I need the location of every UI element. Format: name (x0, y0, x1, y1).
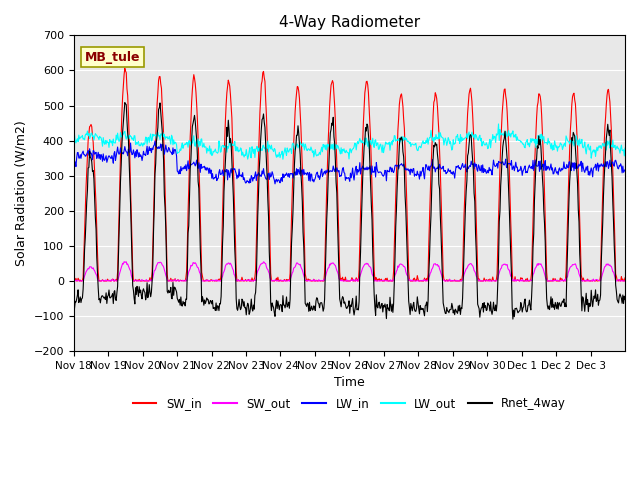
SW_in (285, 278, 293, 284)
Rnet_4way (509, 316, 516, 322)
Rnet_4way (264, 196, 271, 202)
LW_in (271, 181, 279, 187)
LW_in (134, 154, 142, 160)
LW_out (285, 149, 292, 155)
Line: SW_out: SW_out (74, 262, 625, 281)
Line: SW_in: SW_in (74, 68, 625, 281)
SW_in (408, 278, 415, 284)
SW_out (621, 278, 629, 284)
LW_out (236, 148, 244, 154)
LW_out (263, 145, 271, 151)
LW_in (621, 167, 629, 173)
LW_in (285, 175, 293, 180)
Line: LW_out: LW_out (74, 124, 625, 159)
Rnet_4way (135, 284, 143, 289)
SW_in (121, 65, 129, 71)
SW_out (120, 259, 128, 264)
SW_out (438, 273, 445, 278)
Line: Rnet_4way: Rnet_4way (74, 103, 625, 319)
LW_in (70, 156, 77, 161)
LW_in (237, 173, 244, 179)
LW_out (621, 145, 629, 151)
SW_in (136, 278, 144, 284)
SW_in (70, 278, 78, 284)
LW_in (151, 138, 159, 144)
Rnet_4way (70, 297, 77, 303)
LW_out (407, 144, 415, 149)
Rnet_4way (237, 307, 244, 312)
SW_out (407, 278, 415, 284)
Rnet_4way (285, 300, 292, 305)
LW_in (408, 167, 415, 173)
Title: 4-Way Radiometer: 4-Way Radiometer (279, 15, 420, 30)
SW_out (135, 277, 143, 283)
Rnet_4way (407, 300, 415, 306)
LW_out (495, 121, 502, 127)
SW_out (285, 277, 292, 283)
SW_out (264, 266, 271, 272)
LW_in (264, 171, 271, 177)
LW_out (134, 139, 142, 144)
Rnet_4way (121, 100, 129, 106)
Rnet_4way (438, 254, 445, 260)
SW_in (621, 275, 629, 281)
Legend: SW_in, SW_out, LW_in, LW_out, Rnet_4way: SW_in, SW_out, LW_in, LW_out, Rnet_4way (128, 392, 571, 415)
Text: MB_tule: MB_tule (85, 50, 140, 64)
LW_out (279, 156, 287, 162)
SW_out (237, 277, 244, 283)
SW_in (438, 244, 446, 250)
SW_out (70, 278, 77, 284)
Rnet_4way (621, 297, 629, 302)
LW_out (70, 136, 77, 142)
LW_in (438, 165, 446, 171)
Line: LW_in: LW_in (74, 141, 625, 184)
SW_in (265, 183, 273, 189)
X-axis label: Time: Time (334, 376, 365, 389)
SW_in (70, 277, 77, 283)
SW_in (237, 278, 245, 284)
Y-axis label: Solar Radiation (W/m2): Solar Radiation (W/m2) (15, 120, 28, 266)
LW_out (438, 134, 445, 140)
